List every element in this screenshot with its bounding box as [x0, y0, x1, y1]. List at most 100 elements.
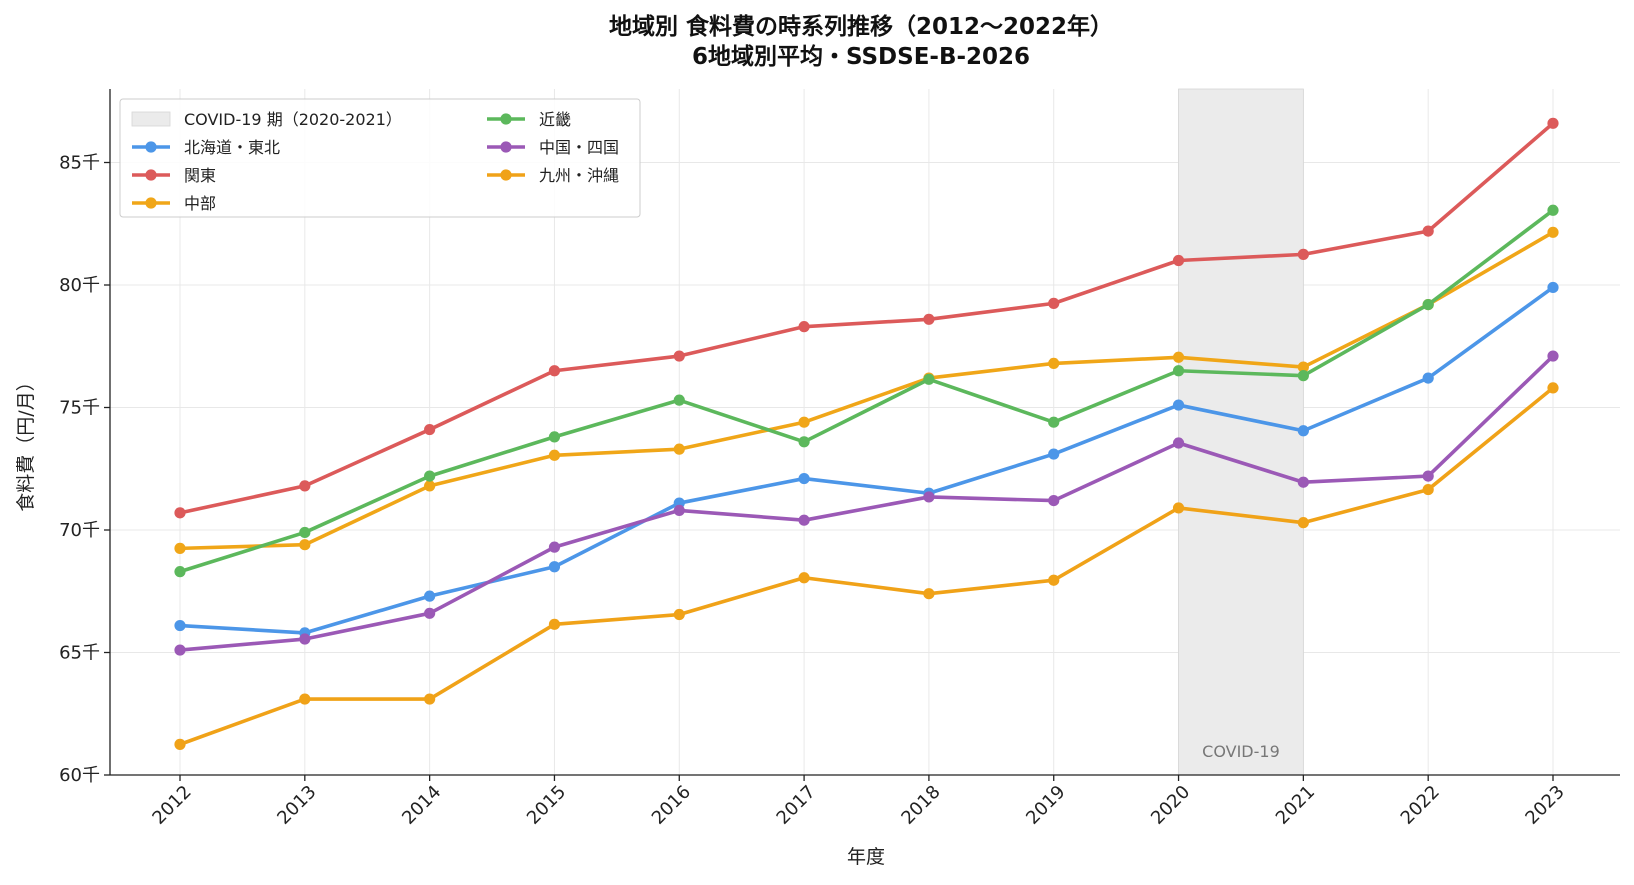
x-tick-label: 2017	[773, 781, 820, 828]
y-tick-label: 75千	[59, 398, 100, 419]
data-point	[1297, 370, 1309, 382]
axes	[109, 89, 1620, 776]
data-point	[1547, 204, 1559, 216]
data-point	[798, 416, 810, 428]
data-point	[424, 693, 436, 705]
y-axis-label: 食料費（円/月）	[15, 372, 37, 511]
data-point	[548, 449, 561, 461]
x-tick-label: 2015	[523, 781, 570, 828]
data-point	[673, 350, 685, 362]
x-tick-label: 2019	[1022, 781, 1069, 828]
legend-swatch-marker	[500, 169, 512, 181]
data-point	[1422, 299, 1434, 311]
x-tick-label: 2016	[648, 781, 695, 828]
series-line-3	[178, 208, 1555, 574]
data-point	[299, 480, 311, 492]
data-point	[299, 693, 311, 705]
data-point	[424, 423, 436, 436]
data-point	[798, 436, 810, 448]
data-point	[673, 504, 685, 516]
x-tick-label: 2013	[273, 781, 320, 828]
data-point	[923, 588, 935, 600]
legend-swatch-marker	[500, 141, 512, 153]
data-point	[1297, 476, 1309, 488]
data-point	[548, 431, 561, 443]
covid-band-rect	[1178, 88, 1304, 776]
x-tick-label: 2021	[1272, 781, 1319, 828]
legend-label: 中国・四国	[539, 138, 619, 157]
data-point	[798, 321, 810, 333]
legend-swatch-marker	[145, 141, 157, 153]
data-point	[299, 526, 311, 539]
y-axis-ticks: 60千 65千 70千 75千 80千 85千	[59, 153, 110, 786]
chart-title-line2: 6地域別平均・SSDSE-B-2026	[692, 43, 1030, 70]
data-point	[1297, 425, 1309, 437]
legend-swatch-marker	[145, 169, 157, 181]
data-point	[174, 507, 186, 519]
series-lines	[174, 117, 1559, 750]
data-point	[548, 561, 561, 573]
data-point	[1172, 365, 1185, 377]
data-point	[299, 539, 311, 551]
data-point	[1172, 254, 1185, 267]
data-point	[923, 491, 935, 503]
data-point	[1048, 574, 1060, 586]
data-point	[1422, 225, 1434, 237]
x-tick-label: 2014	[398, 781, 445, 828]
data-point	[1547, 226, 1559, 238]
data-point	[174, 566, 186, 578]
legend-box	[119, 98, 641, 218]
x-axis-label: 年度	[847, 846, 885, 868]
data-point	[1297, 517, 1309, 529]
data-point	[424, 607, 436, 619]
x-tick-label: 2023	[1521, 781, 1568, 828]
data-point	[548, 618, 561, 630]
data-point	[1172, 351, 1185, 363]
data-point	[798, 572, 810, 584]
x-axis-ticks: 2012 2013 2014 2015 2016 2017 2018 2019 2020 2021…	[148, 775, 1569, 829]
data-point	[299, 633, 311, 645]
data-point	[1547, 117, 1559, 129]
data-point	[424, 480, 436, 492]
data-point	[1297, 361, 1309, 373]
legend-swatch-marker	[500, 113, 512, 125]
x-tick-label: 2012	[148, 781, 195, 828]
series-line-1	[178, 121, 1555, 515]
data-point	[673, 608, 685, 621]
chart-title-line1: 地域別 食料費の時系列推移（2012〜2022年）	[609, 13, 1113, 40]
data-point	[673, 443, 685, 455]
data-point	[424, 590, 436, 602]
data-point	[1172, 399, 1185, 411]
data-point	[1422, 470, 1434, 482]
data-point	[174, 738, 186, 750]
y-tick-label: 65千	[59, 643, 100, 664]
data-point	[1547, 281, 1559, 294]
y-tick-label: 80千	[59, 275, 100, 296]
data-point	[1422, 372, 1434, 384]
data-point	[174, 644, 186, 656]
data-point	[1048, 297, 1060, 309]
data-point	[1422, 483, 1434, 496]
legend-swatch-marker	[145, 197, 157, 209]
data-point	[1172, 437, 1185, 449]
data-point	[548, 541, 561, 553]
covid-shaded-region: COVID-19	[1178, 88, 1304, 776]
y-tick-label: 60千	[59, 765, 100, 786]
x-tick-label: 2018	[897, 781, 944, 828]
data-point	[424, 470, 436, 482]
legend-swatch	[131, 111, 171, 127]
data-point	[1048, 416, 1060, 428]
data-point	[673, 394, 685, 406]
data-point	[548, 365, 561, 377]
series-line-4	[178, 354, 1555, 652]
x-tick-label: 2020	[1147, 781, 1194, 828]
series-line-2	[178, 230, 1555, 551]
data-point	[798, 472, 810, 485]
data-point	[923, 373, 935, 385]
y-tick-label: 85千	[59, 153, 100, 174]
legend-label: COVID-19 期（2020-2021）	[184, 110, 402, 129]
data-point	[174, 619, 186, 632]
data-point	[1172, 502, 1185, 514]
